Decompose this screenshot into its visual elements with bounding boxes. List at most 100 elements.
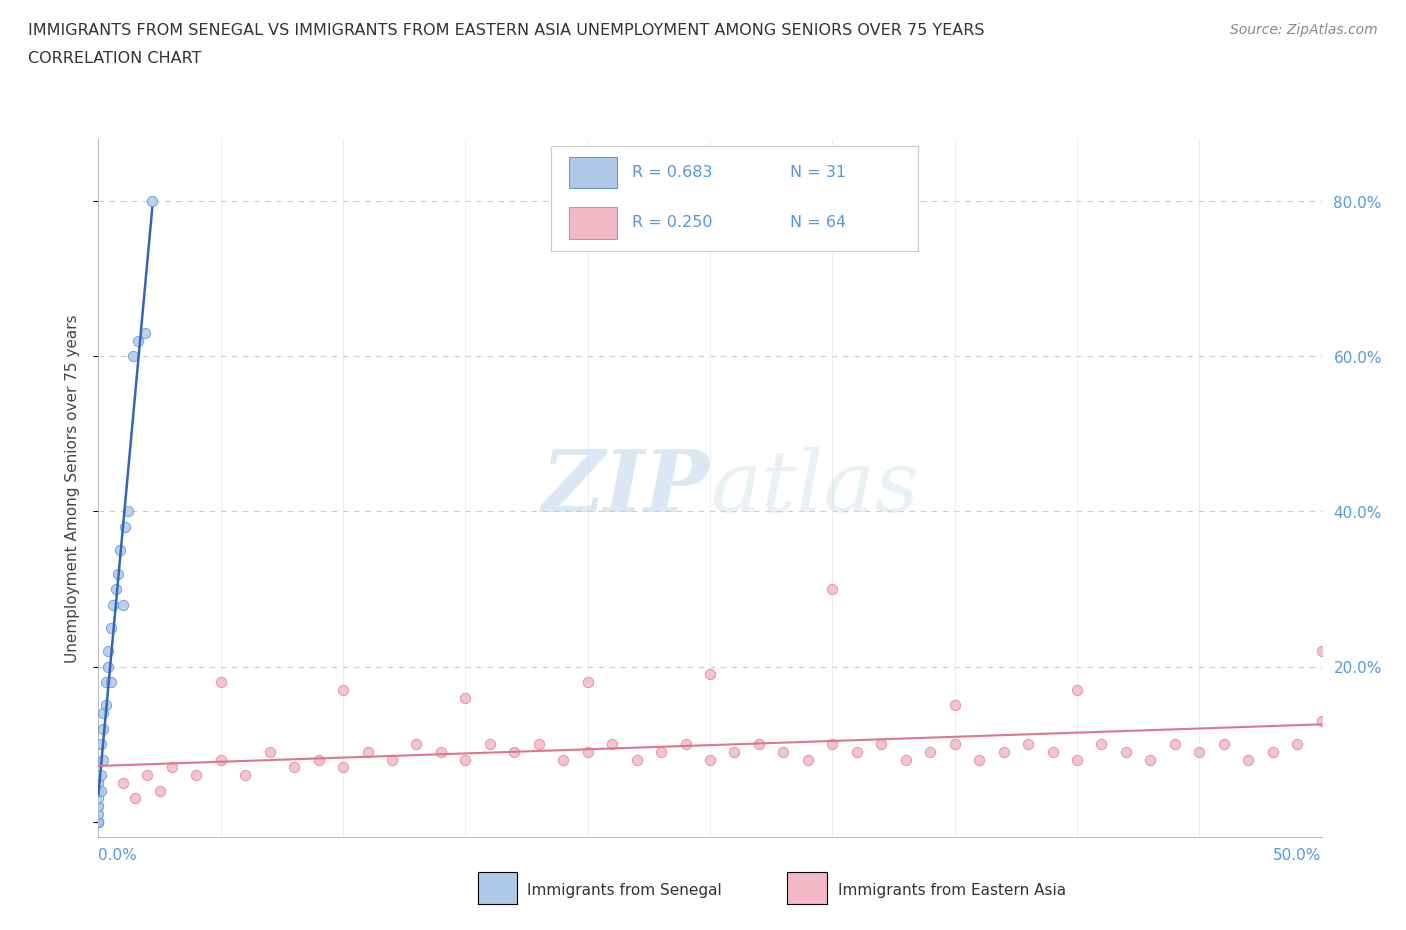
Text: 50.0%: 50.0% <box>1274 848 1322 863</box>
Point <box>97 659 120 674</box>
Point <box>600 737 623 751</box>
Point <box>454 752 477 767</box>
Point <box>107 566 129 581</box>
Point <box>553 752 575 767</box>
Point <box>87 814 110 829</box>
Point <box>104 581 127 596</box>
Point <box>90 737 112 751</box>
Point <box>845 744 868 759</box>
Point <box>478 737 501 751</box>
Point <box>1286 737 1309 751</box>
Point <box>723 744 745 759</box>
Point <box>430 744 453 759</box>
Point <box>186 767 208 782</box>
Point <box>87 799 110 814</box>
Point <box>1066 683 1088 698</box>
Point <box>90 783 112 798</box>
Point <box>332 760 354 775</box>
Point <box>283 760 305 775</box>
Point <box>405 737 427 751</box>
Point <box>1261 744 1284 759</box>
Point <box>87 783 110 798</box>
Point <box>87 814 110 829</box>
Point <box>1042 744 1064 759</box>
Text: Source: ZipAtlas.com: Source: ZipAtlas.com <box>1230 23 1378 37</box>
Point <box>503 744 526 759</box>
Text: 0.0%: 0.0% <box>98 848 138 863</box>
Point <box>1310 713 1333 728</box>
Point <box>1188 744 1211 759</box>
Point <box>527 737 550 751</box>
Point <box>87 806 110 821</box>
Point <box>87 776 110 790</box>
Point <box>1164 737 1187 751</box>
Point <box>94 674 117 689</box>
Point <box>675 737 697 751</box>
Point <box>650 744 672 759</box>
Point <box>381 752 404 767</box>
Point <box>772 744 794 759</box>
Point <box>149 783 172 798</box>
Point <box>821 737 844 751</box>
Point <box>134 326 156 340</box>
Point <box>101 597 124 612</box>
Point <box>1237 752 1260 767</box>
Point <box>97 644 120 658</box>
Point <box>576 674 599 689</box>
Text: Immigrants from Eastern Asia: Immigrants from Eastern Asia <box>838 884 1066 898</box>
Point <box>90 767 112 782</box>
Point <box>993 744 1015 759</box>
Point <box>87 814 110 829</box>
Text: atlas: atlas <box>710 447 920 529</box>
Point <box>1212 737 1234 751</box>
Point <box>100 674 122 689</box>
Point <box>332 683 354 698</box>
Point <box>160 760 183 775</box>
Point <box>209 674 232 689</box>
Point <box>114 520 136 535</box>
Point <box>121 349 143 364</box>
Point <box>209 752 232 767</box>
Point <box>699 752 721 767</box>
Point <box>136 767 159 782</box>
Point <box>124 790 146 805</box>
Point <box>91 752 114 767</box>
Point <box>821 581 844 596</box>
Point <box>943 698 966 712</box>
Point <box>626 752 648 767</box>
Point <box>356 744 378 759</box>
Point <box>576 744 599 759</box>
Point <box>967 752 990 767</box>
Point <box>87 790 110 805</box>
Text: ZIP: ZIP <box>543 446 710 530</box>
Point <box>259 744 281 759</box>
Point <box>699 667 721 682</box>
Point <box>141 194 163 209</box>
Point <box>91 706 114 721</box>
Point <box>111 776 134 790</box>
Point <box>87 799 110 814</box>
Point <box>870 737 893 751</box>
Point <box>748 737 770 751</box>
Point <box>110 543 132 558</box>
Point <box>894 752 917 767</box>
Point <box>1115 744 1137 759</box>
Point <box>91 721 114 736</box>
Point <box>1310 644 1333 658</box>
Point <box>943 737 966 751</box>
Y-axis label: Unemployment Among Seniors over 75 years: Unemployment Among Seniors over 75 years <box>65 314 80 662</box>
Text: Immigrants from Senegal: Immigrants from Senegal <box>527 884 723 898</box>
Point <box>233 767 256 782</box>
Point <box>87 783 110 798</box>
Point <box>797 752 820 767</box>
Point <box>1017 737 1039 751</box>
Point <box>117 504 139 519</box>
Text: IMMIGRANTS FROM SENEGAL VS IMMIGRANTS FROM EASTERN ASIA UNEMPLOYMENT AMONG SENIO: IMMIGRANTS FROM SENEGAL VS IMMIGRANTS FR… <box>28 23 984 38</box>
Point <box>454 690 477 705</box>
Point <box>94 698 117 712</box>
Point <box>1090 737 1112 751</box>
Point <box>1066 752 1088 767</box>
Point <box>87 814 110 829</box>
Point <box>100 620 122 635</box>
Text: CORRELATION CHART: CORRELATION CHART <box>28 51 201 66</box>
